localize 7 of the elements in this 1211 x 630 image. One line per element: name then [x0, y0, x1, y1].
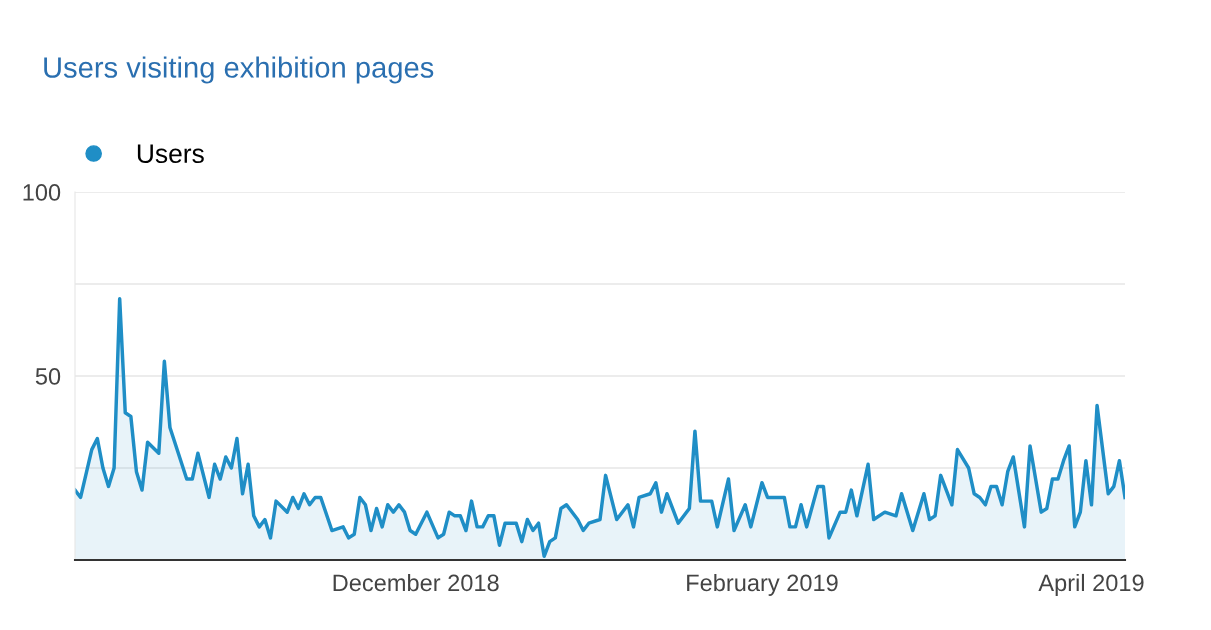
- y-tick-label: 100: [23, 184, 61, 201]
- legend-label: Users: [137, 144, 204, 164]
- x-tick-label: April 2019: [1038, 573, 1144, 596]
- x-tick-label: February 2019: [687, 573, 838, 596]
- y-tick-label: 50: [35, 368, 61, 385]
- chart-title: Users visiting exhibition pages: [44, 56, 434, 84]
- x-tick-label: December 2018: [333, 573, 499, 592]
